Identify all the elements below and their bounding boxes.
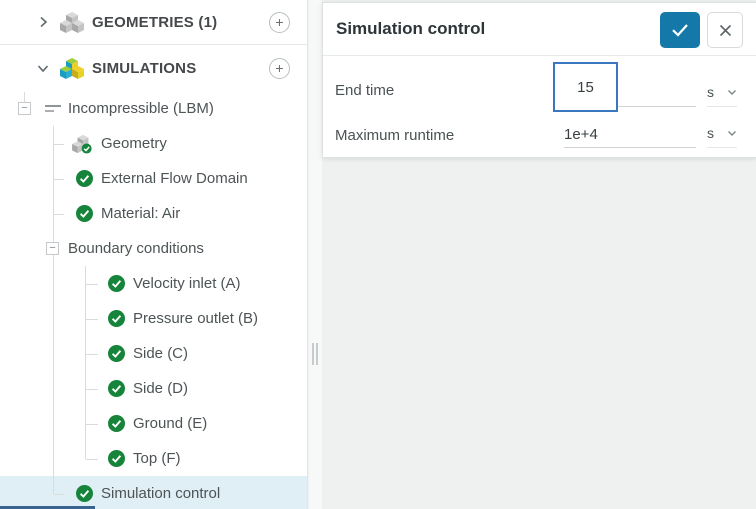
tree-item-side-d[interactable]: Side (D)	[0, 371, 307, 406]
check-circle-icon	[76, 484, 93, 502]
panel-title: Simulation control	[336, 19, 486, 38]
geometry-cube-icon	[72, 134, 94, 154]
resize-handle[interactable]	[310, 343, 320, 365]
tree-item-label: External Flow Domain	[101, 170, 248, 187]
tree-connector	[86, 319, 98, 320]
tree-item-label: Incompressible (LBM)	[68, 100, 214, 117]
tree-item-external-flow-domain[interactable]: External Flow Domain	[0, 161, 307, 196]
simulation-control-panel: Simulation control End time s Maximum ru…	[322, 2, 756, 158]
tree-connector	[54, 214, 64, 215]
end-time-label: End time	[335, 82, 395, 99]
sidebar-resize-gutter	[309, 0, 322, 509]
check-circle-icon	[108, 415, 125, 432]
tree-item-velocity-inlet-a[interactable]: Velocity inlet (A)	[0, 266, 307, 301]
section-label: GEOMETRIES (1)	[92, 13, 218, 31]
tree-item-incompressible-lbm[interactable]: − Incompressible (LBM)	[0, 91, 307, 126]
tree-item-label: Pressure outlet (B)	[133, 310, 259, 327]
tree-connector	[24, 92, 25, 102]
chevron-down-icon	[728, 89, 736, 95]
sidebar-section-geometries[interactable]: GEOMETRIES (1) +	[0, 0, 307, 44]
geometries-cubes-icon	[60, 12, 84, 33]
check-circle-icon	[76, 170, 93, 187]
tree-connector	[86, 284, 98, 285]
add-simulation-button[interactable]: +	[269, 57, 290, 79]
unit-label: s	[707, 125, 714, 141]
unit-label: s	[707, 84, 714, 100]
tree-item-boundary-conditions[interactable]: − Boundary conditions	[0, 231, 307, 266]
tree-connector	[53, 126, 54, 494]
horizontal-scrollbar-thumb[interactable]	[0, 506, 95, 509]
tree-item-label: Ground (E)	[133, 415, 208, 432]
sidebar-section-simulations[interactable]: SIMULATIONS +	[0, 45, 307, 91]
simulation-tree: − Incompressible (LBM) Geometry	[0, 91, 307, 509]
tree-item-side-c[interactable]: Side (C)	[0, 336, 307, 371]
tree-connector	[85, 266, 86, 459]
chevron-right-icon[interactable]	[36, 15, 50, 29]
check-circle-icon	[108, 310, 125, 327]
input-underline	[566, 106, 696, 107]
tree-item-label: Boundary conditions	[68, 240, 204, 257]
check-icon	[672, 24, 688, 37]
tree-item-top-f[interactable]: Top (F)	[0, 441, 307, 476]
add-geometry-button[interactable]: +	[269, 11, 290, 33]
check-circle-icon	[108, 275, 125, 292]
tree-item-label: Top (F)	[133, 450, 181, 467]
tree-item-label: Velocity inlet (A)	[133, 275, 241, 292]
close-button[interactable]	[707, 12, 743, 48]
check-circle-icon	[108, 345, 125, 362]
check-circle-icon	[108, 450, 125, 467]
end-time-input[interactable]	[553, 62, 618, 112]
section-label: SIMULATIONS	[92, 59, 197, 77]
tree-item-label: Geometry	[101, 135, 167, 152]
tree-item-label: Material: Air	[101, 205, 181, 222]
tree-item-pressure-outlet-b[interactable]: Pressure outlet (B)	[0, 301, 307, 336]
tree-connector	[86, 424, 98, 425]
tree-item-label: Side (D)	[133, 380, 189, 397]
section-divider	[0, 44, 307, 45]
tree-connector	[54, 144, 64, 145]
incompressible-lbm-icon	[45, 104, 61, 112]
chevron-down-icon	[728, 130, 736, 136]
check-circle-icon	[108, 380, 125, 397]
tree-connector	[86, 459, 98, 460]
tree-item-label: Side (C)	[133, 345, 189, 362]
tree-connector	[54, 179, 64, 180]
tree-item-ground-e[interactable]: Ground (E)	[0, 406, 307, 441]
tree-item-material-air[interactable]: Material: Air	[0, 196, 307, 231]
simulations-cubes-icon	[60, 58, 84, 79]
tree-item-simulation-control[interactable]: Simulation control	[0, 476, 307, 509]
maximum-runtime-label: Maximum runtime	[335, 127, 455, 144]
panel-header: Simulation control	[323, 3, 756, 56]
project-tree-sidebar: GEOMETRIES (1) + SIMULATIONS + −	[0, 0, 308, 509]
check-circle-icon	[76, 205, 93, 222]
collapse-toggle[interactable]: −	[46, 242, 59, 255]
maximum-runtime-input[interactable]	[564, 121, 696, 148]
chevron-down-icon[interactable]	[36, 61, 50, 75]
collapse-toggle[interactable]: −	[18, 102, 31, 115]
tree-connector	[86, 354, 98, 355]
tree-item-label: Simulation control	[101, 484, 221, 502]
end-time-unit-select[interactable]: s	[707, 82, 737, 107]
tree-connector	[54, 494, 64, 495]
close-icon	[719, 24, 731, 36]
maximum-runtime-unit-select[interactable]: s	[707, 123, 737, 148]
tree-item-geometry[interactable]: Geometry	[0, 126, 307, 161]
tree-connector	[86, 389, 98, 390]
apply-button[interactable]	[660, 12, 700, 48]
